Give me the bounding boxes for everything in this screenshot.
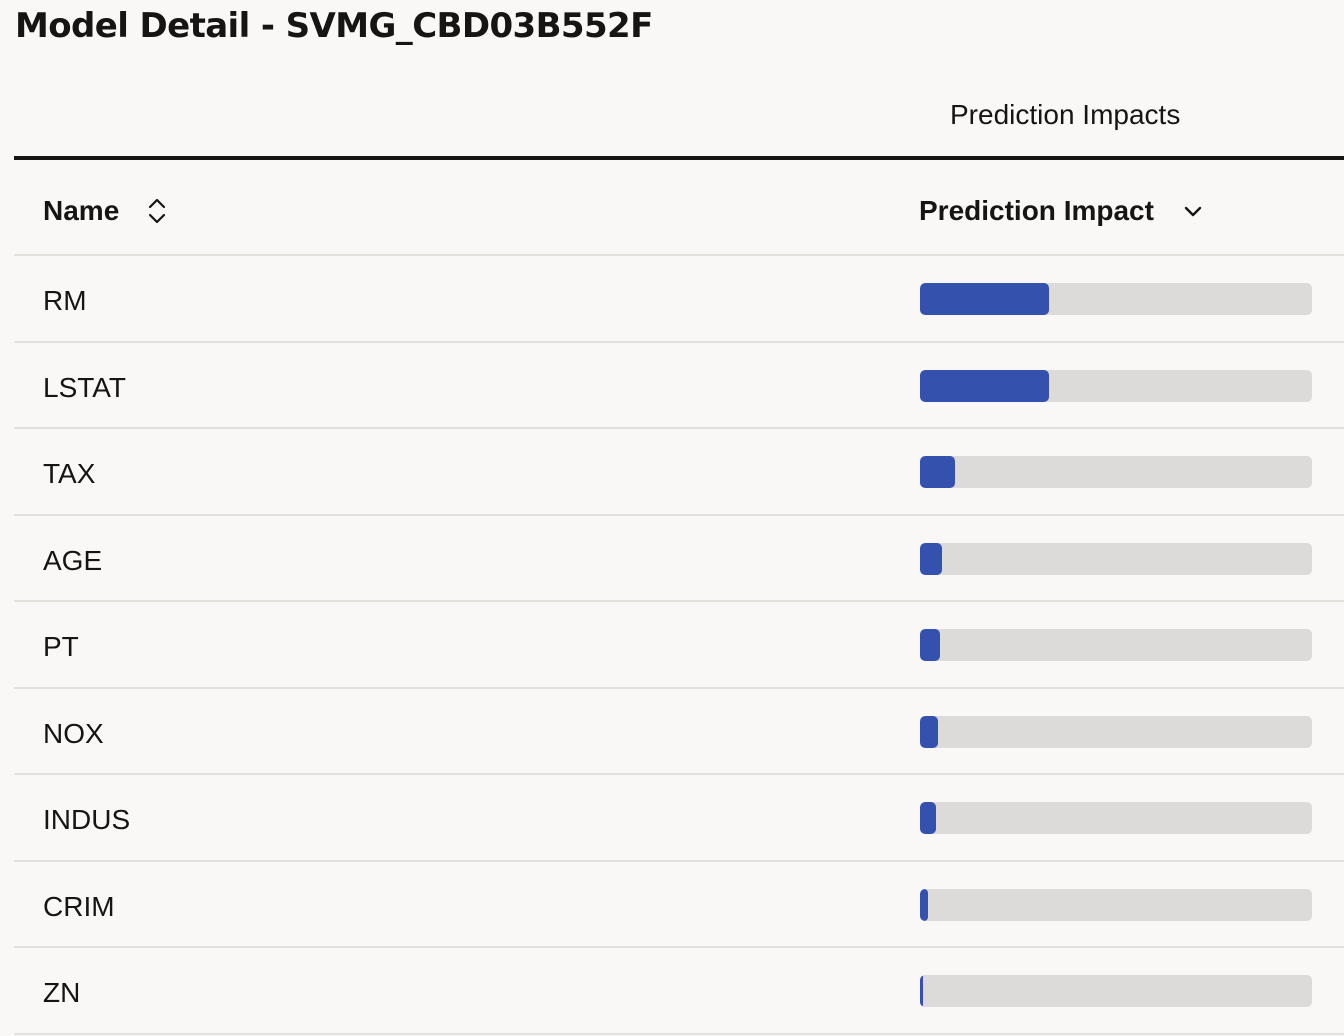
table-row[interactable]: LSTAT [14,343,1344,429]
impact-column-label: Prediction Impact [919,195,1154,226]
name-column-header[interactable]: Name [43,194,167,228]
feature-name: NOX [43,717,104,749]
column-header-row: Name Prediction Impact [14,160,1344,256]
impact-bar-track [920,369,1312,402]
impact-bar-track [920,888,1312,921]
impact-bar-track [920,456,1312,488]
table-row[interactable]: TAX [14,429,1344,516]
feature-name: AGE [43,544,103,576]
feature-name: RM [43,285,87,316]
name-column-label: Name [43,195,120,226]
group-header: Prediction Impacts [14,70,1344,160]
feature-name: PT [43,631,79,662]
impact-bar-track [920,629,1312,661]
impact-bar-fill [920,283,1050,315]
table-row[interactable]: ZN [14,948,1344,1035]
impact-bar-fill [920,802,936,834]
table-row[interactable]: INDUS [14,775,1344,862]
feature-name: INDUS [43,804,131,835]
prediction-impacts-table: Prediction Impacts Name Prediction Impac… [14,70,1344,1035]
group-header-label: Prediction Impacts [950,99,1181,130]
impact-bar-track [920,975,1312,1007]
impact-bar-fill [920,629,941,661]
impact-bar-track [920,283,1312,315]
impact-bar-track [920,542,1312,575]
impact-bar-fill [920,542,942,575]
impact-column-header[interactable]: Prediction Impact [919,194,1204,228]
impact-bar-fill [920,456,956,488]
table-row[interactable]: PT [14,602,1344,689]
feature-name: TAX [43,458,96,489]
table-row[interactable]: RM [14,256,1344,343]
impact-bar-fill [920,888,928,921]
impact-bar-track [920,802,1312,834]
chevron-down-icon[interactable] [1182,200,1204,222]
impact-bar-fill [920,715,939,748]
impact-bar-fill [920,369,1050,402]
table-row[interactable]: AGE [14,516,1344,602]
feature-name: ZN [43,977,81,1008]
table-row[interactable]: NOX [14,689,1344,775]
table-row[interactable]: CRIM [14,862,1344,948]
sort-up-down-icon[interactable] [147,197,167,225]
page-title: Model Detail - SVMG_CBD03B552F [15,6,653,46]
feature-name: LSTAT [43,371,126,403]
feature-name: CRIM [43,890,115,922]
impact-bar-track [920,715,1312,748]
impact-bar-fill [920,975,923,1007]
table-body: RM LSTAT TAX AGE PT NOX INDUS CRIM ZN [14,256,1344,1035]
